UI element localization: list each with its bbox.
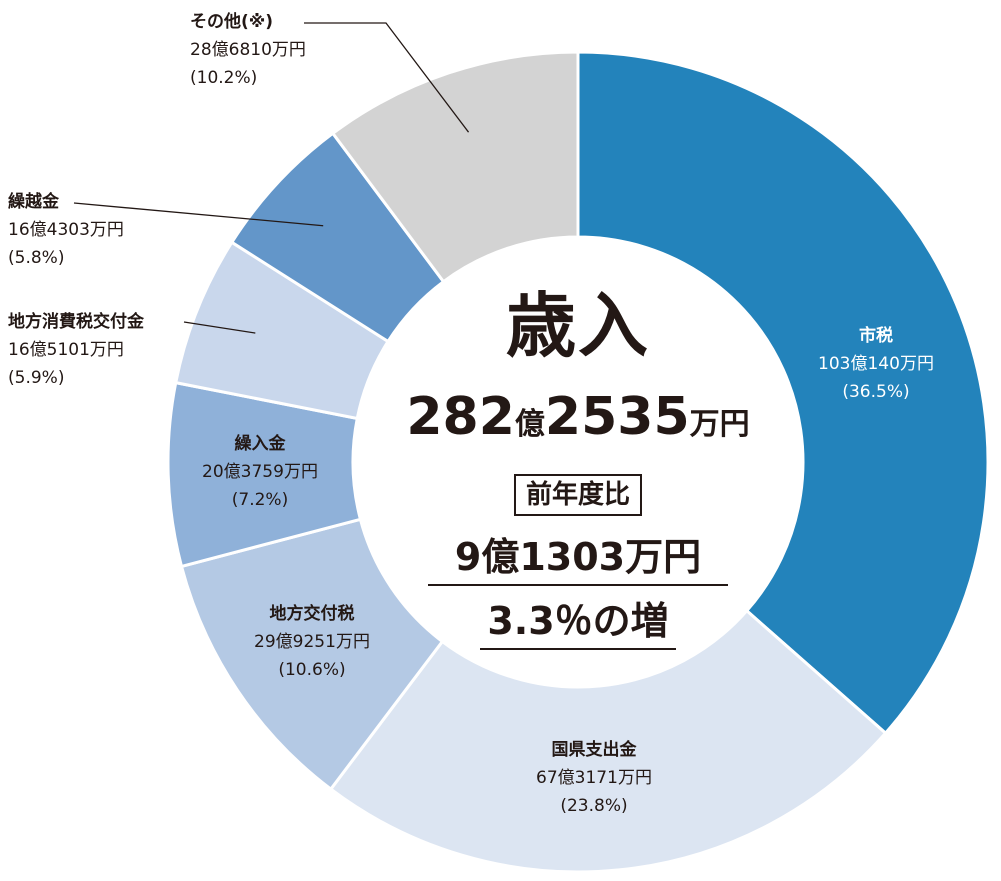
leader-line-chiho-shohizei-kofukin xyxy=(183,321,256,334)
label-sonota: その他(※) 28億6810万円 (10.2%) xyxy=(190,8,306,92)
slice-percent: (36.5%) xyxy=(842,382,910,402)
center-diff: 9億1303万円 xyxy=(454,535,702,579)
divider-line xyxy=(428,584,728,586)
slice-name: その他(※) xyxy=(190,12,274,32)
label-kurikoshikin: 繰越金 16億4303万円 (5.8%) xyxy=(8,188,124,272)
center-rate: 3.3％の増 xyxy=(487,599,669,643)
label-kurirekin: 繰入金 20億3759万円 (7.2%) xyxy=(202,430,318,514)
label-shizei: 市税 103億140万円 (36.5%) xyxy=(818,322,934,406)
slice-percent: (5.8%) xyxy=(8,248,65,268)
slice-percent: (10.6%) xyxy=(278,660,346,680)
leader-line-kurikoshikin xyxy=(73,202,324,227)
label-chiho-kofuzei: 地方交付税 29億9251万円 (10.6%) xyxy=(254,600,370,684)
slice-name: 繰入金 xyxy=(234,434,286,454)
slice-name: 地方消費税交付金 xyxy=(8,312,144,332)
slice-name: 国県支出金 xyxy=(551,740,637,760)
compare-label-box: 前年度比 xyxy=(513,474,643,516)
total-oku-unit: 億 xyxy=(514,407,545,442)
center-total: 282億2535万円 xyxy=(406,382,749,464)
rate-underline xyxy=(480,648,676,650)
label-kokken-shishutsukin: 国県支出金 67億3171万円 (23.8%) xyxy=(536,736,652,820)
slice-name: 市税 xyxy=(859,326,893,346)
slice-amount: 20億3759万円 xyxy=(202,462,318,482)
slice-1 xyxy=(576,50,990,736)
slice-amount: 28億6810万円 xyxy=(190,40,306,60)
slice-amount: 29億9251万円 xyxy=(254,632,370,652)
slice-3 xyxy=(179,517,445,792)
label-chiho-shohizei-kofukin: 地方消費税交付金 16億5101万円 (5.9%) xyxy=(8,308,144,392)
leader-line-sonota xyxy=(304,22,470,133)
slice-percent: (10.2%) xyxy=(190,68,258,88)
slice-name: 繰越金 xyxy=(8,192,59,212)
slice-amount: 103億140万円 xyxy=(818,354,934,374)
center-title: 歳入 xyxy=(506,285,650,367)
total-oku-value: 282 xyxy=(406,387,515,447)
slice-amount: 16億4303万円 xyxy=(8,220,124,240)
slice-amount: 16億5101万円 xyxy=(8,340,124,360)
total-man-unit: 万円 xyxy=(689,407,750,442)
slice-percent: (5.9%) xyxy=(8,368,65,388)
slice-7 xyxy=(330,50,580,284)
slice-percent: (7.2%) xyxy=(231,490,289,510)
slice-2 xyxy=(328,608,888,874)
slice-percent: (23.8%) xyxy=(560,796,628,816)
total-man-value: 2535 xyxy=(544,387,690,447)
slice-name: 地方交付税 xyxy=(269,604,355,624)
slice-amount: 67億3171万円 xyxy=(536,768,652,788)
